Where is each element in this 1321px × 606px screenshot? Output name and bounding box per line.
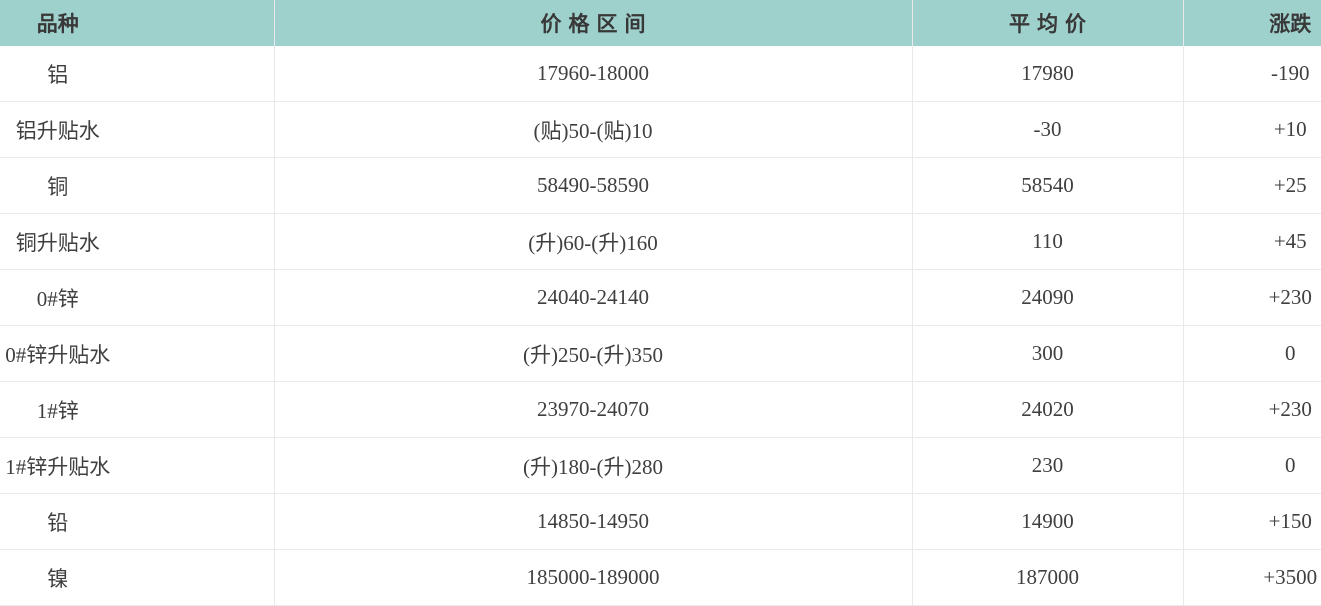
price-range-cell: 23970-24070 <box>274 381 913 438</box>
price-range-cell: (升)250-(升)350 <box>274 325 913 382</box>
change-cell: +25 <box>1183 157 1321 214</box>
change-cell: +3500 <box>1183 549 1321 606</box>
table-row: 铅 14850-14950 14900 +150 <box>0 493 1321 550</box>
table-row: 0#锌 24040-24140 24090 +230 <box>0 269 1321 326</box>
average-price-cell: 187000 <box>912 549 1184 606</box>
table-header: 品种 价格区间 平均价 涨跌 <box>0 0 1321 46</box>
table-row: 铜 58490-58590 58540 +25 <box>0 157 1321 214</box>
variety-cell: 0#锌 <box>0 269 275 326</box>
variety-cell: 铝 <box>0 46 275 102</box>
change-cell: +230 <box>1183 269 1321 326</box>
variety-cell: 铜升贴水 <box>0 213 275 270</box>
price-range-cell: 14850-14950 <box>274 493 913 550</box>
table-row: 铝 17960-18000 17980 -190 <box>0 46 1321 102</box>
variety-cell: 镍 <box>0 549 275 606</box>
price-range-cell: (升)180-(升)280 <box>274 437 913 494</box>
variety-cell: 0#锌升贴水 <box>0 325 275 382</box>
average-price-cell: 230 <box>912 437 1184 494</box>
change-cell: +45 <box>1183 213 1321 270</box>
table-row: 镍 185000-189000 187000 +3500 <box>0 549 1321 606</box>
change-cell: +10 <box>1183 101 1321 158</box>
variety-cell: 铅 <box>0 493 275 550</box>
table-row: 1#锌 23970-24070 24020 +230 <box>0 381 1321 438</box>
table-body: 铝 17960-18000 17980 -190 铝升贴水 (贴)50-(贴)1… <box>0 46 1321 606</box>
average-price-cell: 300 <box>912 325 1184 382</box>
variety-cell: 1#锌升贴水 <box>0 437 275 494</box>
change-cell: +150 <box>1183 493 1321 550</box>
price-range-cell: 185000-189000 <box>274 549 913 606</box>
variety-cell: 铝升贴水 <box>0 101 275 158</box>
table-row: 铝升贴水 (贴)50-(贴)10 -30 +10 <box>0 101 1321 158</box>
col-header-average: 平均价 <box>912 0 1184 46</box>
average-price-cell: 58540 <box>912 157 1184 214</box>
col-header-change: 涨跌 <box>1183 0 1321 46</box>
price-range-cell: 17960-18000 <box>274 46 913 102</box>
table-row: 1#锌升贴水 (升)180-(升)280 230 0 <box>0 437 1321 494</box>
col-header-price-range: 价格区间 <box>274 0 913 46</box>
price-range-cell: 24040-24140 <box>274 269 913 326</box>
variety-cell: 铜 <box>0 157 275 214</box>
price-range-cell: (贴)50-(贴)10 <box>274 101 913 158</box>
change-cell: +230 <box>1183 381 1321 438</box>
table-row: 0#锌升贴水 (升)250-(升)350 300 0 <box>0 325 1321 382</box>
average-price-cell: 14900 <box>912 493 1184 550</box>
price-range-cell: 58490-58590 <box>274 157 913 214</box>
col-header-variety: 品种 <box>0 0 275 46</box>
change-cell: 0 <box>1183 325 1321 382</box>
change-cell: -190 <box>1183 46 1321 102</box>
price-range-cell: (升)60-(升)160 <box>274 213 913 270</box>
average-price-cell: 110 <box>912 213 1184 270</box>
average-price-cell: 24020 <box>912 381 1184 438</box>
average-price-cell: -30 <box>912 101 1184 158</box>
header-row: 品种 价格区间 平均价 涨跌 <box>0 0 1321 46</box>
table-row: 铜升贴水 (升)60-(升)160 110 +45 <box>0 213 1321 270</box>
change-cell: 0 <box>1183 437 1321 494</box>
average-price-cell: 24090 <box>912 269 1184 326</box>
variety-cell: 1#锌 <box>0 381 275 438</box>
average-price-cell: 17980 <box>912 46 1184 102</box>
